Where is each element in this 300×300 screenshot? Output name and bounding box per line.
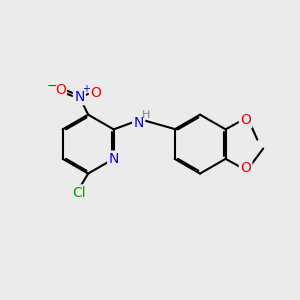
Text: H: H xyxy=(142,110,150,120)
Text: N: N xyxy=(74,90,85,104)
Text: Cl: Cl xyxy=(73,186,86,200)
Text: −: − xyxy=(47,80,57,93)
Text: O: O xyxy=(240,113,251,127)
Text: N: N xyxy=(109,152,119,166)
Text: +: + xyxy=(82,84,90,94)
Text: O: O xyxy=(240,161,251,175)
Text: O: O xyxy=(90,85,101,100)
Text: N: N xyxy=(134,116,144,130)
Text: O: O xyxy=(55,82,66,97)
